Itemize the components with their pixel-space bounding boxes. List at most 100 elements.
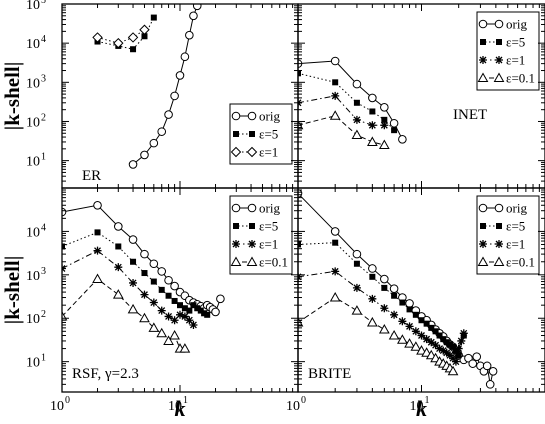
- tick-base: 10: [26, 269, 40, 284]
- data-point-square: [353, 260, 360, 267]
- x-tick-label: 10: [50, 399, 64, 414]
- legend-entry-0-1: ε=0.1: [477, 71, 535, 86]
- panel-label: ER: [82, 168, 101, 184]
- legend-entry-5: ε=5: [233, 127, 278, 142]
- data-point-circle: [128, 160, 138, 169]
- data-point-square: [115, 243, 122, 250]
- panel-er: ER orig ε=5 ε=1: [82, 4, 293, 184]
- legend-marker: [480, 223, 486, 229]
- legend-marker: [496, 223, 502, 229]
- legend-marker: [477, 72, 489, 82]
- legend-marker: [248, 240, 256, 248]
- data-point-circle: [330, 56, 340, 66]
- x-tick-label: 10: [410, 399, 424, 414]
- data-point-star: [422, 335, 431, 344]
- tick-base: 10: [26, 76, 40, 91]
- data-point-star: [352, 115, 361, 124]
- data-point-circle: [482, 361, 492, 371]
- legend-marker: [247, 203, 257, 213]
- data-point-square: [381, 284, 388, 291]
- tick-base: 10: [26, 37, 40, 52]
- series-1: [298, 91, 389, 130]
- panel-inet: INET orig ε=5 ε=1 ε=0.1: [298, 11, 540, 150]
- series-5: [62, 229, 211, 318]
- panel-data: [298, 56, 407, 150]
- series-5: [94, 14, 157, 53]
- data-point-square: [190, 302, 197, 309]
- data-point-square: [412, 311, 419, 318]
- legend-marker: [246, 146, 258, 158]
- data-point-square: [62, 243, 65, 250]
- legend-marker: [479, 56, 487, 64]
- data-point-star: [431, 341, 440, 350]
- panel-data: [298, 189, 498, 389]
- y-tick-label: 10: [26, 115, 40, 130]
- data-point-star: [380, 121, 389, 130]
- data-point-square: [432, 328, 439, 335]
- series-orig: [298, 189, 498, 389]
- data-point-triangle: [366, 136, 378, 146]
- legend-entry-1: ε=1: [232, 237, 278, 252]
- series-5: [298, 70, 398, 134]
- legend-label: ε=5: [506, 219, 525, 234]
- data-point-star: [449, 354, 458, 363]
- y-axis-label: |k-shell|: [0, 256, 24, 325]
- data-point-circle: [330, 227, 340, 236]
- legend-label: ε=0.1: [506, 71, 535, 86]
- legend-marker: [477, 256, 489, 266]
- tick-base: 10: [26, 356, 40, 371]
- x-axis-label: k: [175, 396, 186, 419]
- legend-box: [476, 11, 540, 91]
- legend-label: ε=1: [259, 145, 278, 160]
- data-point-star: [185, 316, 194, 325]
- legend-entry-1: ε=1: [230, 145, 278, 160]
- data-point-square: [332, 239, 339, 246]
- y-tick-labels: 10 110 210 310 410 510 110 210 310 4: [26, 0, 46, 371]
- legend-rsf-2-3: orig ε=5 ε=1 ε=0.1: [229, 195, 293, 275]
- legend-marker: [480, 39, 486, 45]
- data-point-square: [391, 127, 398, 134]
- data-point-star: [368, 121, 377, 130]
- y-tick-label: 10: [26, 76, 40, 91]
- data-point-diamond: [113, 37, 124, 49]
- series-1: [92, 24, 150, 49]
- data-point-square: [440, 336, 447, 343]
- data-point-triangle: [447, 365, 459, 376]
- data-point-circle: [216, 294, 225, 304]
- legend-entry-0-1: ε=0.1: [477, 255, 535, 270]
- data-point-circle: [352, 79, 362, 89]
- legend-entry-5: ε=5: [233, 219, 278, 234]
- data-point-square: [141, 33, 148, 40]
- data-point-triangle: [416, 345, 427, 355]
- data-point-triangle: [351, 129, 363, 140]
- data-point-square: [428, 324, 435, 331]
- data-point-circle: [485, 380, 495, 389]
- data-point-circle: [472, 352, 482, 362]
- y-tick-exponent: 2: [41, 309, 46, 320]
- y-tick-label: 10: [26, 356, 40, 371]
- data-point-triangle: [410, 341, 422, 351]
- legend-marker: [233, 131, 239, 137]
- data-point-triangle: [388, 329, 400, 340]
- data-point-star: [93, 246, 102, 255]
- legend-marker: [230, 146, 242, 158]
- legend-entry-1: ε=1: [479, 237, 525, 252]
- data-point-triangle: [351, 305, 363, 315]
- x-tick-exponent: 0: [65, 395, 70, 406]
- data-point-star: [435, 344, 444, 353]
- data-point-square: [436, 332, 443, 339]
- legend-entry-orig: orig: [231, 109, 280, 124]
- data-point-triangle: [366, 316, 378, 327]
- legend-marker: [232, 240, 240, 248]
- data-point-circle: [149, 259, 159, 269]
- tick-base: 10: [26, 312, 40, 327]
- legend-marker: [479, 240, 487, 248]
- data-point-circle: [164, 275, 173, 285]
- data-point-triangle: [169, 329, 180, 340]
- legend-marker: [495, 240, 503, 248]
- data-point-square: [455, 352, 462, 359]
- data-point-square: [332, 79, 339, 86]
- y-tick-label: 10: [26, 312, 40, 327]
